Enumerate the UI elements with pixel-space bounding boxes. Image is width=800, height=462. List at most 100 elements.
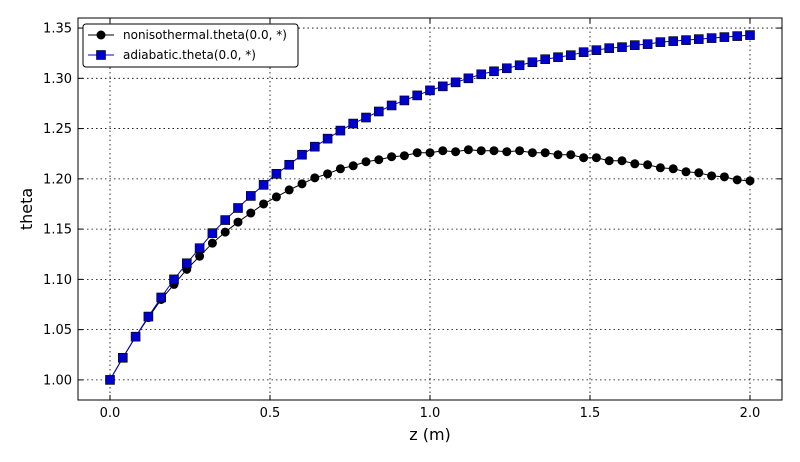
data-point-nonisothermal [617, 156, 627, 166]
data-point-nonisothermal [310, 173, 320, 183]
data-point-adiabatic [233, 203, 243, 213]
data-point-adiabatic [706, 33, 717, 43]
data-point-adiabatic [309, 141, 320, 152]
data-point-nonisothermal [604, 156, 614, 166]
data-point-adiabatic [693, 34, 704, 44]
data-point-adiabatic [194, 243, 205, 254]
x-tick-labels: 0.0 0.5 1.0 1.5 2.0 [100, 406, 761, 421]
data-point-nonisothermal [399, 151, 409, 161]
data-point-adiabatic [348, 118, 359, 129]
data-point-adiabatic [745, 30, 755, 40]
x-tick-label: 0.5 [260, 406, 281, 421]
data-point-adiabatic [143, 311, 154, 322]
data-point-nonisothermal [387, 152, 397, 162]
data-point-adiabatic [297, 149, 307, 160]
data-point-adiabatic [130, 331, 141, 342]
data-point-adiabatic [399, 95, 410, 106]
data-point-adiabatic [463, 73, 474, 84]
data-point-nonisothermal [489, 146, 499, 156]
data-point-adiabatic [642, 39, 653, 49]
data-point-adiabatic [540, 54, 551, 65]
data-point-adiabatic [322, 133, 333, 144]
data-point-adiabatic [681, 35, 691, 45]
data-point-nonisothermal [348, 161, 358, 171]
data-point-nonisothermal [246, 208, 256, 218]
data-point-nonisothermal [591, 153, 601, 163]
data-point-adiabatic [425, 85, 435, 96]
x-tick-label: 1.5 [580, 406, 601, 421]
data-point-nonisothermal [476, 146, 486, 156]
data-point-adiabatic [284, 159, 295, 170]
data-point-adiabatic [335, 125, 346, 136]
x-tick-label: 0.0 [100, 406, 121, 421]
data-point-adiabatic [373, 106, 384, 117]
series-layer [105, 30, 755, 385]
data-point-adiabatic [732, 31, 743, 41]
y-axis-title: theta [17, 188, 36, 230]
data-point-adiabatic [220, 215, 230, 225]
data-point-adiabatic [246, 191, 256, 201]
x-axis-title: z (m) [409, 425, 451, 444]
data-point-nonisothermal [207, 238, 217, 248]
data-point-adiabatic [578, 47, 589, 57]
legend: nonisothermal.theta(0.0, *) adiabatic.th… [82, 23, 299, 68]
data-point-adiabatic [412, 90, 423, 101]
data-point-nonisothermal [271, 192, 281, 202]
legend-label-adiabatic: adiabatic.theta(0.0, *) [123, 48, 256, 62]
grid-lines [78, 18, 782, 400]
data-point-nonisothermal [233, 217, 243, 227]
y-tick-label: 1.10 [43, 273, 72, 288]
data-point-nonisothermal [220, 227, 230, 237]
data-point-adiabatic [489, 66, 499, 77]
data-point-nonisothermal [732, 175, 742, 185]
y-tick-label: 1.20 [43, 172, 72, 187]
data-point-nonisothermal [694, 168, 704, 178]
plot-frame [77, 17, 783, 401]
data-point-nonisothermal [643, 160, 653, 170]
data-point-nonisothermal [335, 164, 345, 174]
data-point-adiabatic [476, 69, 487, 80]
data-point-nonisothermal [374, 155, 384, 165]
data-point-nonisothermal [259, 199, 269, 209]
y-tick-label: 1.35 [43, 22, 72, 37]
data-point-adiabatic [617, 42, 627, 52]
data-point-nonisothermal [540, 148, 550, 158]
x-tick-label: 2.0 [740, 406, 761, 421]
y-tick-label: 1.00 [43, 373, 72, 388]
data-point-nonisothermal [745, 176, 755, 186]
data-point-nonisothermal [681, 167, 691, 177]
data-point-adiabatic [118, 352, 128, 363]
data-point-nonisothermal [502, 147, 512, 157]
data-point-nonisothermal [668, 164, 678, 174]
y-tick-labels: 1.00 1.05 1.10 1.15 1.20 1.25 1.30 1.35 [43, 22, 72, 389]
data-point-nonisothermal [566, 150, 576, 160]
data-point-adiabatic [565, 50, 576, 60]
data-point-adiabatic [655, 37, 666, 47]
data-point-adiabatic [169, 274, 179, 285]
data-point-adiabatic [156, 292, 166, 303]
data-point-nonisothermal [527, 148, 537, 158]
data-point-nonisothermal [195, 251, 205, 261]
series-adiabatic [105, 30, 755, 385]
y-tick-label: 1.25 [43, 122, 72, 137]
data-point-nonisothermal [451, 147, 461, 157]
legend-marker-adiabatic [96, 50, 106, 60]
data-point-adiabatic [591, 45, 602, 55]
y-tick-label: 1.05 [43, 323, 72, 338]
data-point-adiabatic [668, 36, 679, 46]
data-point-adiabatic [450, 77, 461, 88]
data-point-nonisothermal [361, 157, 371, 167]
data-point-nonisothermal [323, 169, 333, 179]
data-point-nonisothermal [707, 171, 717, 181]
data-point-nonisothermal [425, 148, 435, 158]
data-point-adiabatic [182, 258, 192, 269]
y-tick-label: 1.15 [43, 223, 72, 238]
data-point-adiabatic [361, 112, 371, 123]
data-point-nonisothermal [655, 163, 665, 173]
data-point-nonisothermal [284, 185, 294, 195]
data-point-adiabatic [527, 57, 538, 68]
data-point-adiabatic [604, 43, 615, 53]
data-point-nonisothermal [553, 150, 563, 160]
data-point-adiabatic [271, 169, 282, 179]
